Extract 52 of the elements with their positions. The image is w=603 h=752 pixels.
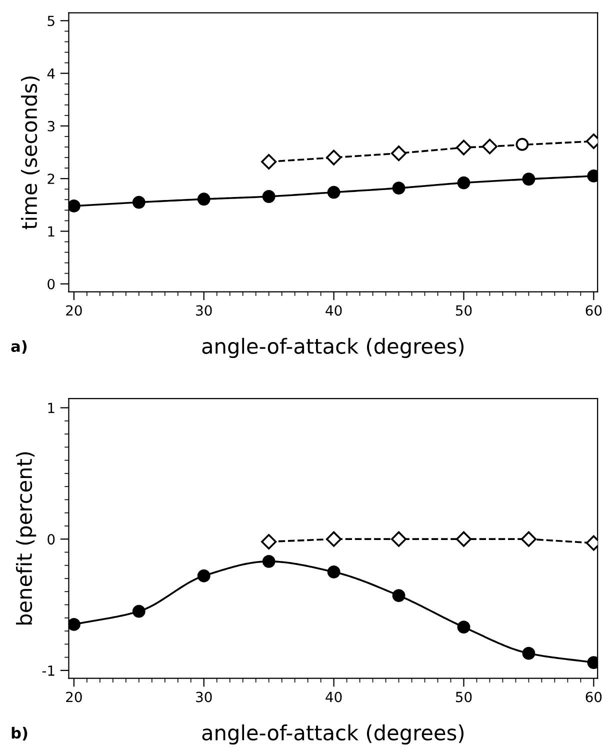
point <box>262 190 276 203</box>
point <box>457 620 470 634</box>
y-tick-label: 4 <box>47 68 55 79</box>
x-tick-label: 40 <box>326 692 342 702</box>
point <box>132 604 146 618</box>
x-tick-label: 60 <box>586 692 602 702</box>
point <box>482 138 498 154</box>
point <box>456 531 472 547</box>
x-axis-title: angle-of-attack (degrees) <box>202 338 464 358</box>
point <box>261 534 277 550</box>
point <box>392 589 406 602</box>
point <box>197 569 210 582</box>
point <box>520 531 536 547</box>
point <box>262 554 276 568</box>
point <box>326 150 342 166</box>
x-tick-label: 30 <box>196 305 212 316</box>
x-tick-label: 20 <box>66 692 82 702</box>
y-tick-label: 2 <box>48 174 54 184</box>
point <box>522 646 536 660</box>
text: b) <box>12 726 28 740</box>
y-axis-title: benefit (percent) <box>16 452 36 625</box>
y-tick-label: 1 <box>48 402 54 414</box>
point <box>68 200 80 212</box>
point <box>522 172 536 186</box>
point <box>390 531 407 547</box>
point <box>516 138 529 151</box>
y-tick-label: 0 <box>48 278 55 290</box>
point <box>326 531 342 547</box>
point <box>457 176 470 190</box>
point <box>132 196 146 209</box>
y-tick-label: 3 <box>48 120 54 132</box>
x-tick-label: 50 <box>456 305 472 316</box>
x-tick-label: 50 <box>456 692 472 702</box>
text: a) <box>11 340 27 354</box>
point <box>390 146 407 162</box>
point <box>456 140 472 156</box>
x-tick-label: 30 <box>196 692 212 702</box>
point <box>327 565 340 578</box>
x-tick-label: 60 <box>586 305 602 316</box>
point <box>327 186 340 199</box>
y-tick-label: 1 <box>48 226 54 237</box>
point <box>392 182 406 195</box>
y-tick-label: -1 <box>42 666 54 676</box>
point <box>197 192 210 206</box>
x-tick-label: 40 <box>326 305 342 316</box>
x-tick-label: 20 <box>66 305 82 316</box>
x-axis-title: angle-of-attack (degrees) <box>202 724 464 745</box>
point <box>68 618 80 631</box>
point <box>261 154 277 170</box>
y-tick-label: 0 <box>48 534 55 545</box>
y-tick-label: 5 <box>48 16 54 26</box>
y-axis-title: time (seconds) <box>20 76 40 230</box>
